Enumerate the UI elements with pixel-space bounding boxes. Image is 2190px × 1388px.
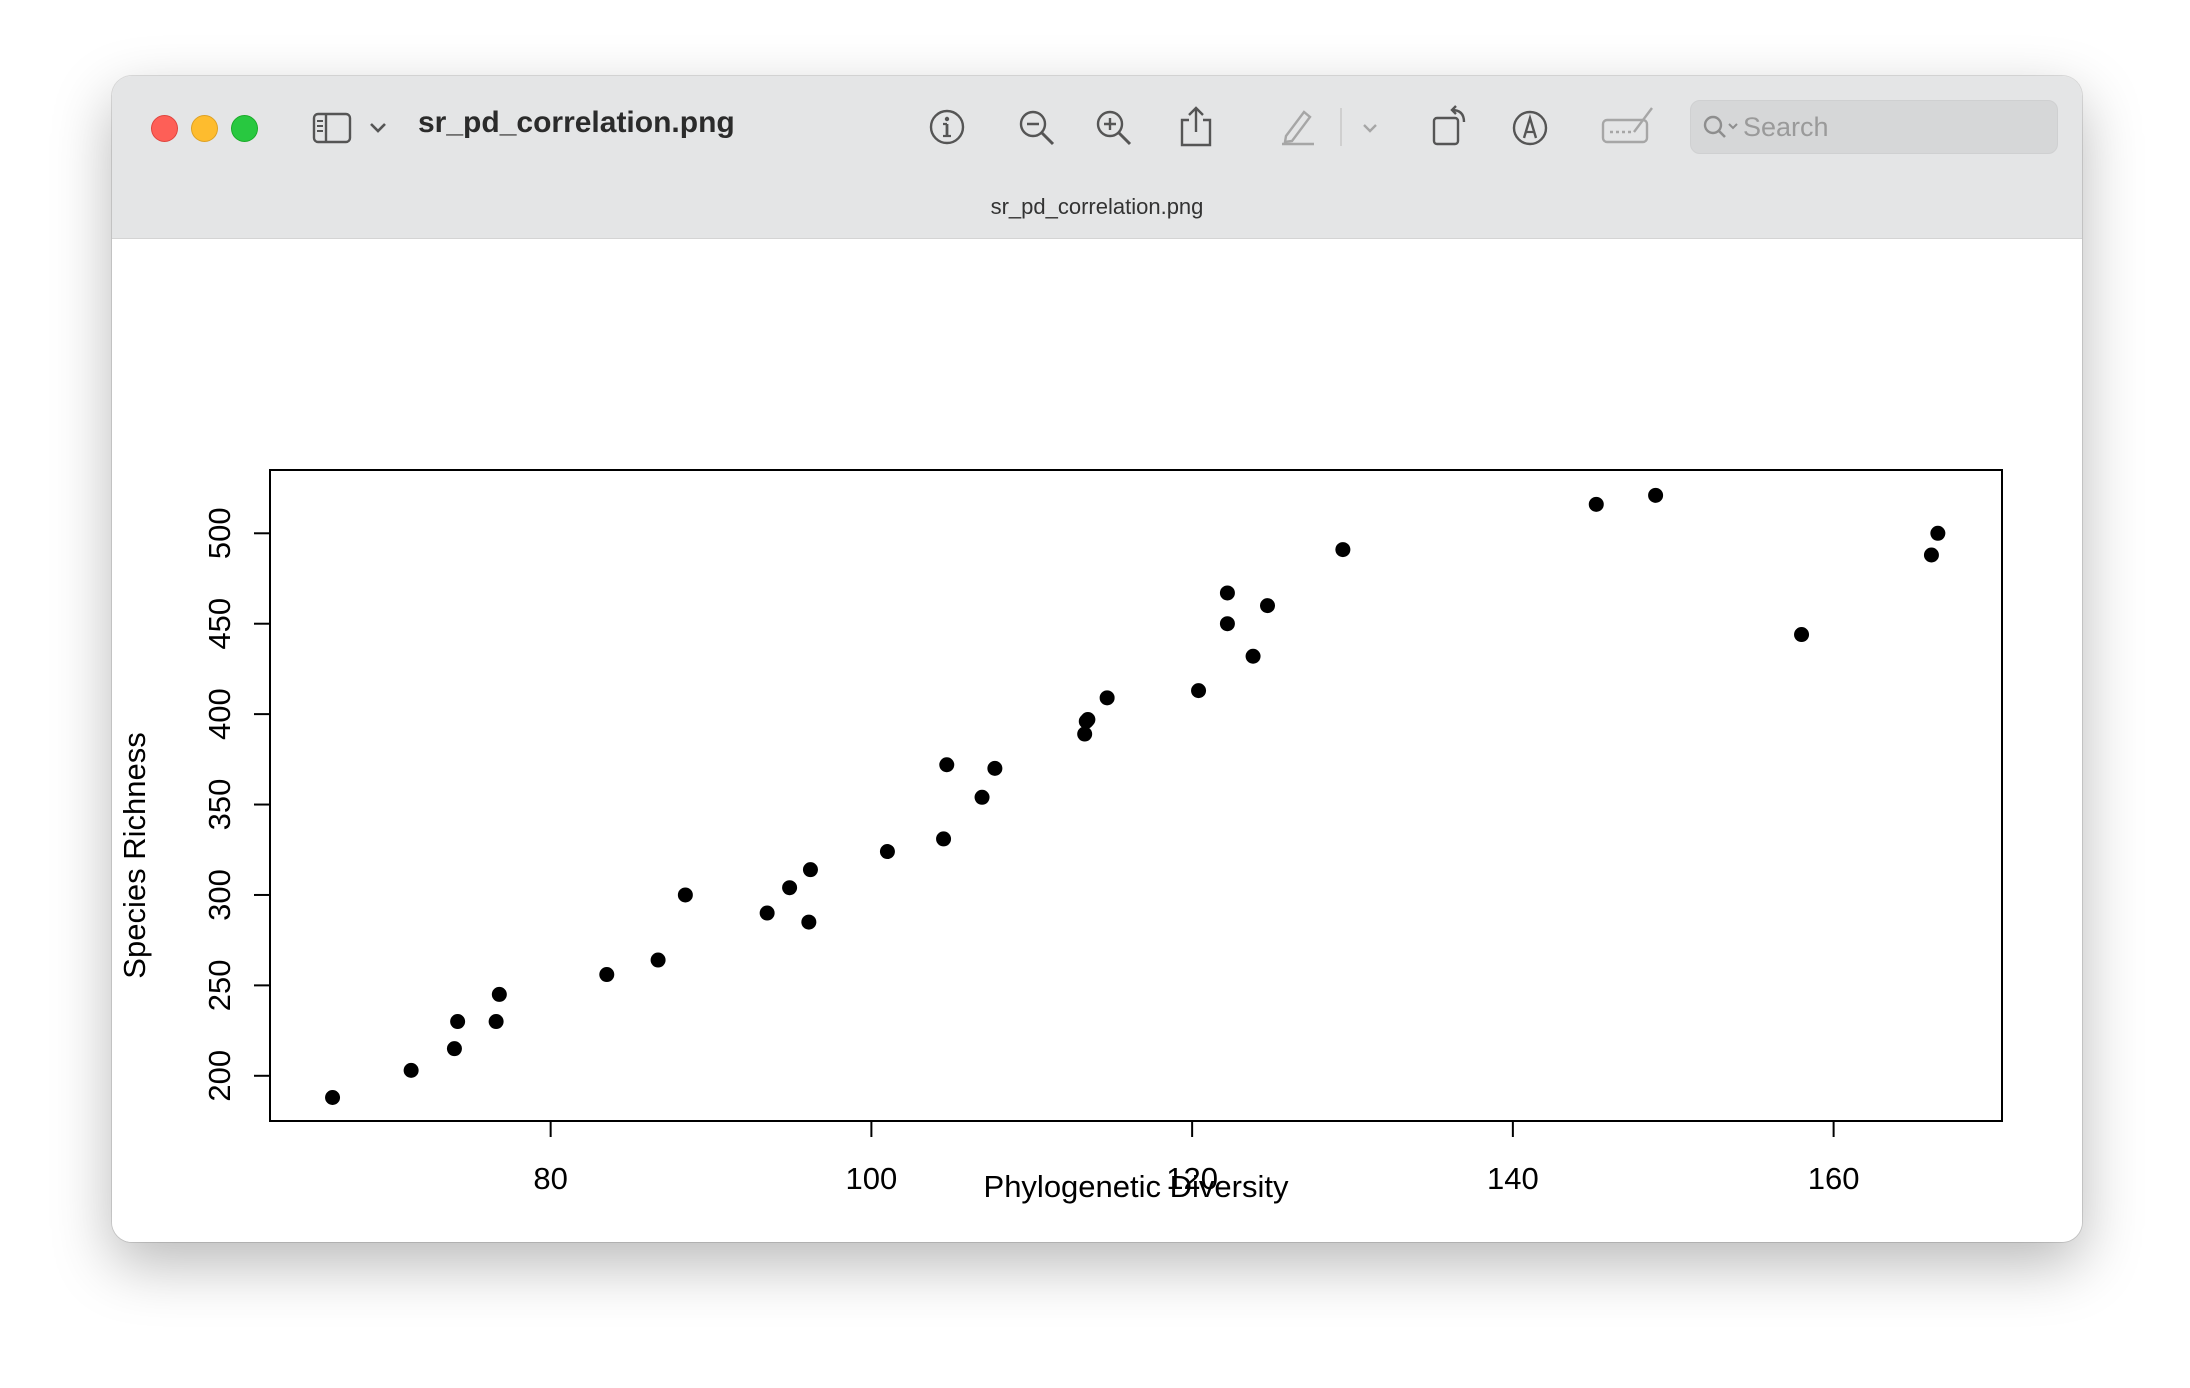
y-tick-label: 300 xyxy=(202,869,237,921)
x-tick-label: 80 xyxy=(533,1161,567,1196)
data-point xyxy=(491,986,507,1002)
data-point xyxy=(802,862,818,878)
y-tick-label: 450 xyxy=(202,598,237,650)
data-point xyxy=(599,967,615,983)
y-tick-label: 350 xyxy=(202,779,237,831)
minimize-button[interactable] xyxy=(191,115,218,142)
data-point xyxy=(1588,496,1604,512)
search-icon xyxy=(1703,115,1738,138)
data-point xyxy=(974,789,990,805)
data-point xyxy=(1648,487,1664,503)
y-tick-label: 500 xyxy=(202,507,237,559)
markup-icon[interactable] xyxy=(1510,108,1550,148)
zoom-in-icon[interactable] xyxy=(1094,108,1134,148)
data-point xyxy=(1080,712,1096,728)
x-axis: 80 100 120 140 160 xyxy=(533,1120,1860,1196)
data-point xyxy=(1930,525,1946,541)
data-point xyxy=(446,1041,462,1057)
data-point xyxy=(1260,598,1276,614)
data-point xyxy=(879,844,895,860)
data-point xyxy=(650,952,666,968)
data-points xyxy=(325,487,1946,1105)
data-point xyxy=(1335,542,1351,558)
sidebar-icon[interactable] xyxy=(312,112,354,144)
y-tick-label: 400 xyxy=(202,688,237,740)
data-point xyxy=(677,887,693,903)
data-point xyxy=(325,1089,341,1105)
data-point xyxy=(1099,690,1115,706)
data-point xyxy=(936,831,952,847)
chevron-down-icon[interactable] xyxy=(368,120,388,136)
image-canvas: 80 100 120 140 160 200 250 300 350 400 450 500 Phy… xyxy=(112,239,2082,1242)
window-title: sr_pd_correlation.png xyxy=(418,106,735,139)
preview-window: sr_pd_correlation.png xyxy=(112,76,2082,1242)
document-subtitle: sr_pd_correlation.png xyxy=(990,194,1204,219)
sign-icon[interactable] xyxy=(1600,104,1656,148)
share-icon[interactable] xyxy=(1178,104,1214,148)
y-axis-label: Species Richness xyxy=(117,732,152,978)
data-point xyxy=(488,1014,504,1030)
data-point xyxy=(987,760,1003,776)
maximize-button[interactable] xyxy=(231,115,258,142)
search-input[interactable] xyxy=(1743,101,2043,153)
data-point xyxy=(1245,648,1261,664)
data-point xyxy=(1191,683,1207,699)
y-axis: 200 250 300 350 400 450 500 xyxy=(202,507,271,1102)
scatter-plot: 80 100 120 140 160 200 250 300 350 400 450 500 Phy… xyxy=(117,469,2003,1204)
x-tick-label: 160 xyxy=(1808,1161,1860,1196)
data-point xyxy=(759,905,775,921)
chevron-down-icon[interactable] xyxy=(1360,120,1380,136)
data-point xyxy=(782,880,798,896)
data-point xyxy=(450,1014,466,1030)
rotate-icon[interactable] xyxy=(1430,104,1472,148)
toolbar-divider xyxy=(1340,108,1342,146)
zoom-out-icon[interactable] xyxy=(1017,108,1057,148)
info-icon[interactable] xyxy=(928,108,966,146)
plot-frame xyxy=(269,469,2003,1122)
data-point xyxy=(1219,616,1235,632)
data-point xyxy=(1923,547,1939,563)
x-tick-label: 100 xyxy=(846,1161,898,1196)
x-tick-label: 120 xyxy=(1166,1161,1218,1196)
search-field[interactable] xyxy=(1690,100,2058,154)
data-point xyxy=(939,757,955,773)
data-point xyxy=(1077,726,1093,742)
highlight-pen-icon[interactable] xyxy=(1278,106,1318,146)
close-button[interactable] xyxy=(151,115,178,142)
data-point xyxy=(403,1062,419,1078)
y-tick-label: 200 xyxy=(202,1050,237,1102)
toolbar: sr_pd_correlation.png xyxy=(112,76,2082,239)
data-point xyxy=(1794,627,1810,643)
x-tick-label: 140 xyxy=(1487,1161,1539,1196)
x-axis-label: Phylogenetic Diversity xyxy=(984,1169,1289,1204)
y-tick-label: 250 xyxy=(202,960,237,1012)
data-point xyxy=(1219,585,1235,601)
data-point xyxy=(801,914,817,930)
